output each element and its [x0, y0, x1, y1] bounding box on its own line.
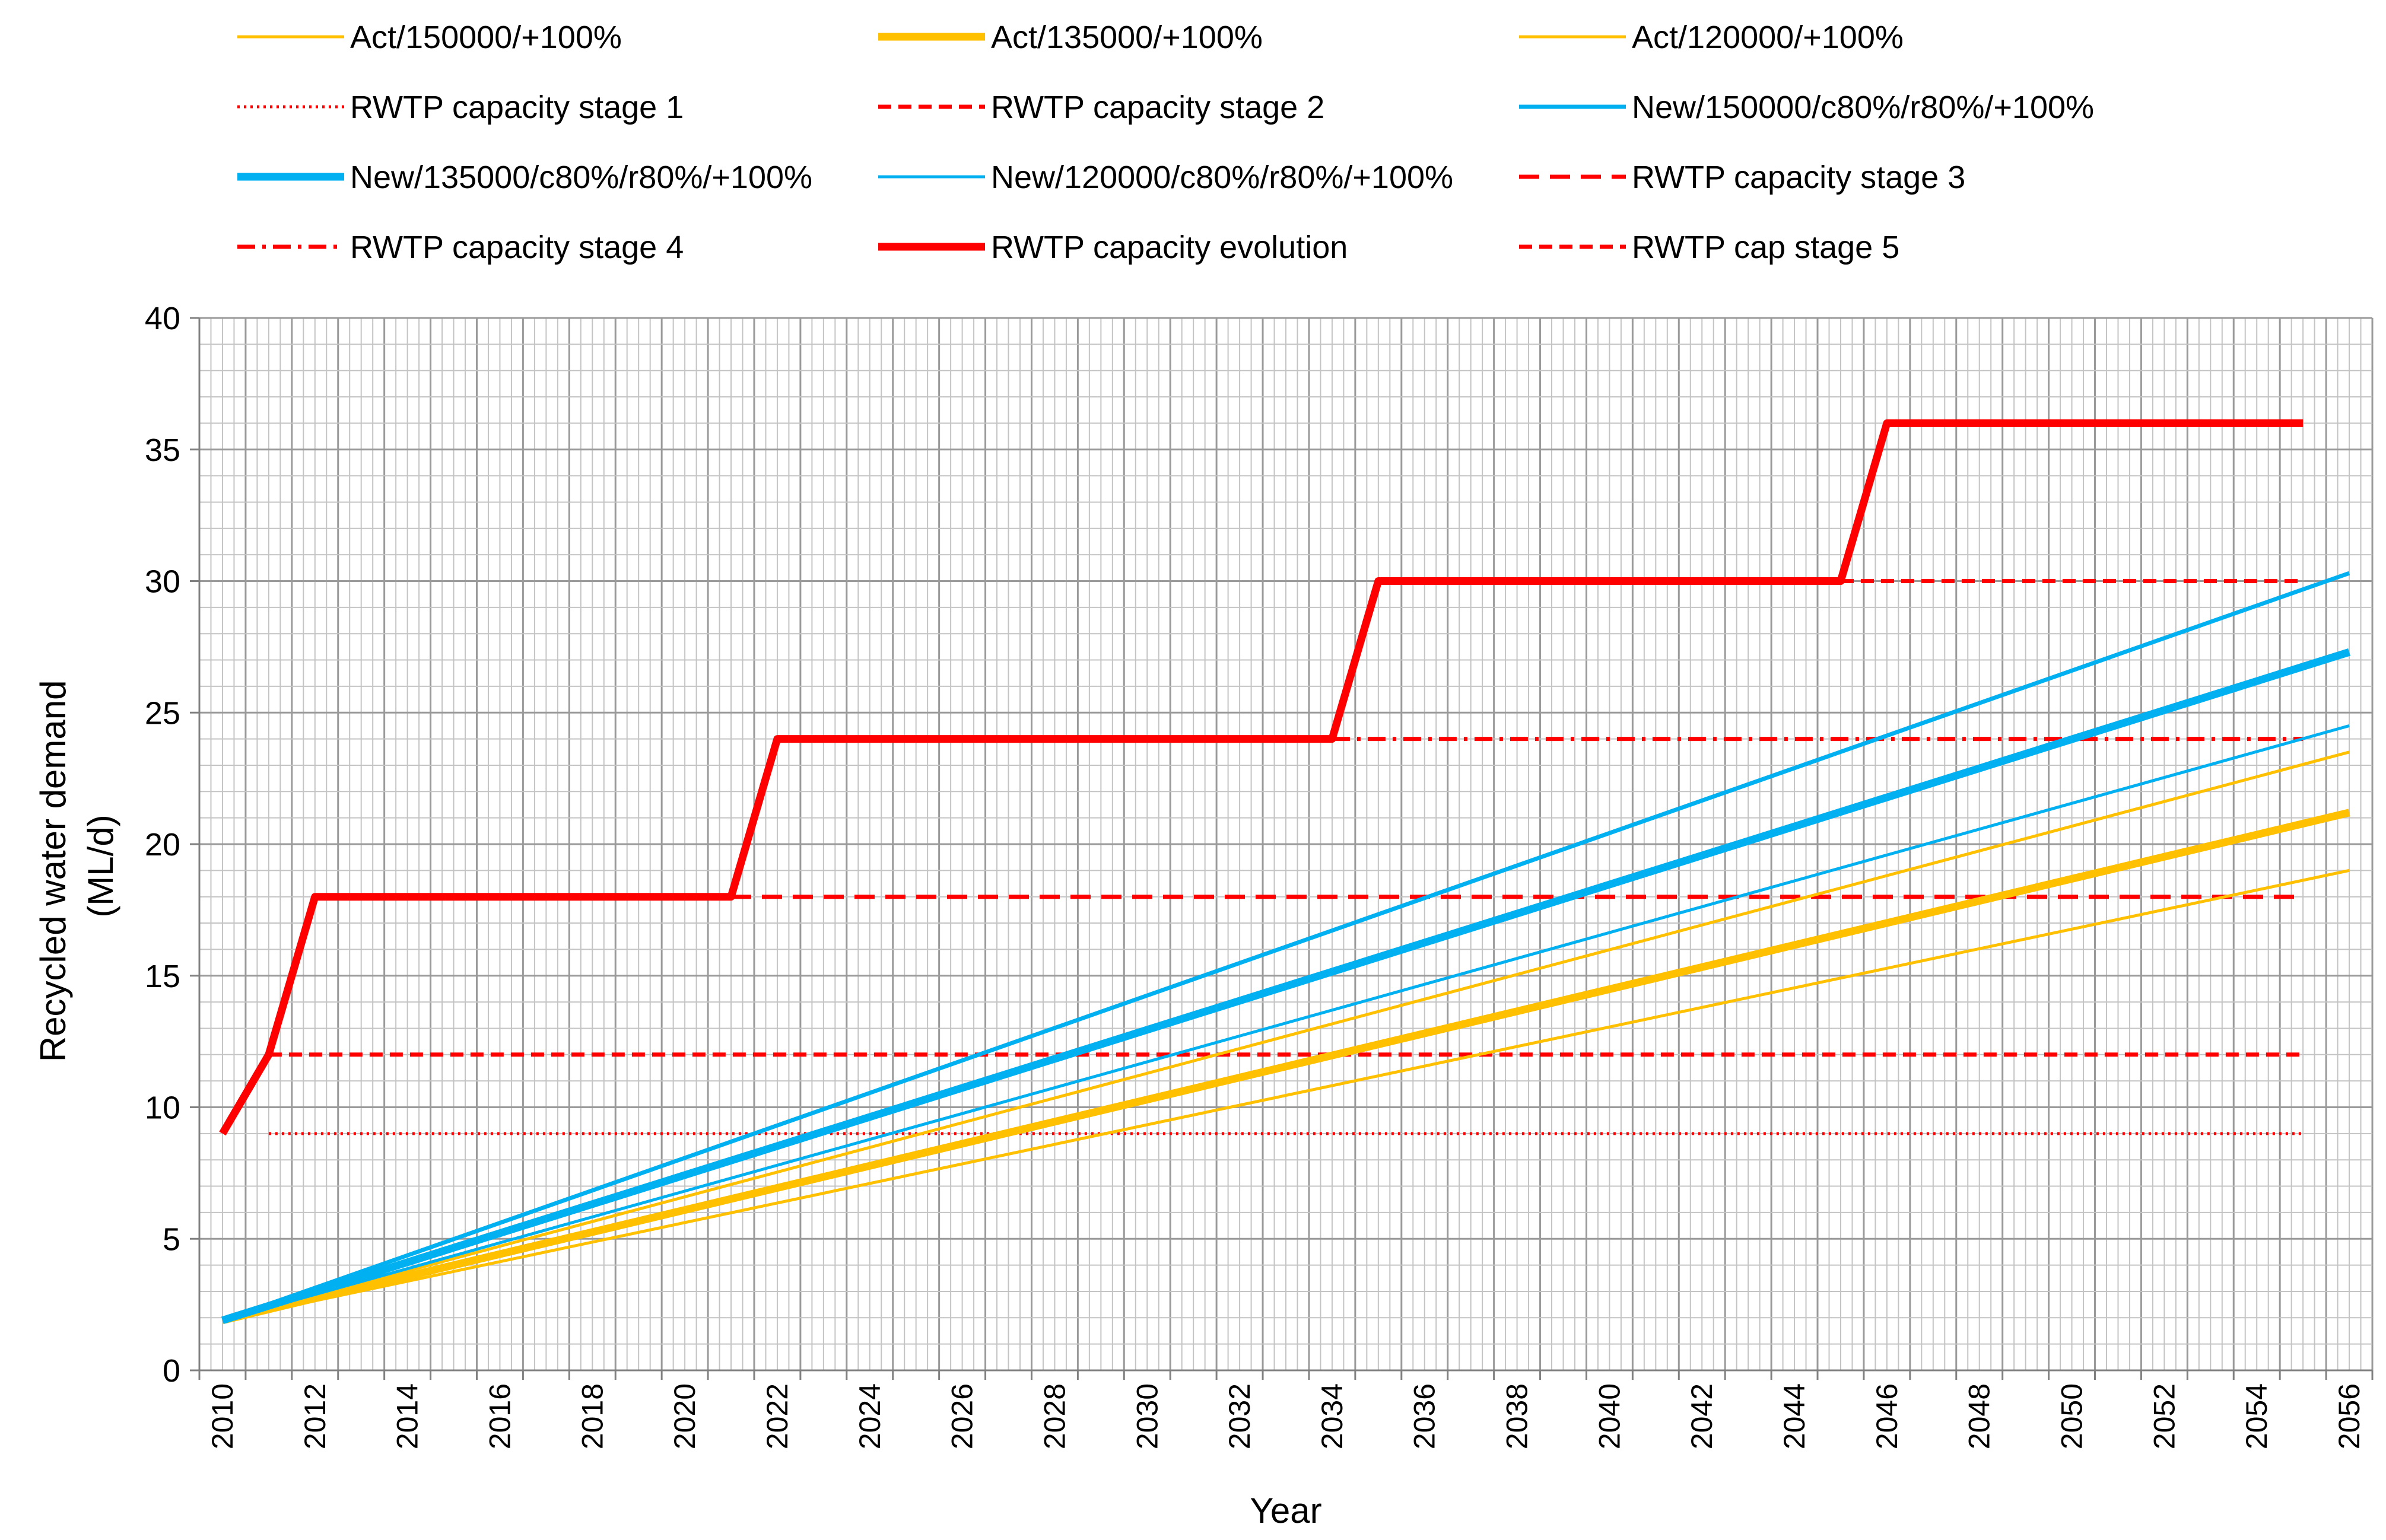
x-tick-label: 2048	[1963, 1383, 1996, 1449]
x-tick-label: 2056	[2333, 1383, 2366, 1449]
x-tick-label: 2012	[298, 1383, 332, 1449]
legend-label: Act/120000/+100%	[1632, 20, 1904, 55]
y-tick-label: 35	[145, 432, 180, 468]
y-axis-title-line2: (ML/d)	[81, 814, 120, 917]
legend-label: New/150000/c80%/r80%/+100%	[1632, 90, 2094, 125]
x-tick-label: 2034	[1316, 1383, 1349, 1449]
x-tick-label: 2026	[946, 1383, 979, 1449]
legend-label: RWTP capacity stage 3	[1632, 160, 1965, 195]
x-tick-label: 2036	[1408, 1383, 1441, 1449]
legend-label: Act/135000/+100%	[991, 20, 1263, 55]
x-tick-label: 2044	[1778, 1383, 1811, 1449]
legend-label: New/120000/c80%/r80%/+100%	[991, 160, 1453, 195]
series-line	[219, 419, 2304, 1136]
y-axis-title: Recycled water demand (ML/d)	[33, 670, 120, 1062]
y-tick-label: 5	[163, 1221, 180, 1257]
y-tick-label: 20	[145, 827, 180, 863]
x-tick-label: 2050	[2055, 1383, 2089, 1449]
y-tick-label: 30	[145, 564, 180, 600]
x-tick-label: 2046	[1870, 1383, 1904, 1449]
series-line	[221, 571, 2350, 1323]
series-lines	[219, 419, 2350, 1325]
x-tick-label: 2040	[1593, 1383, 1626, 1449]
legend-label: RWTP cap stage 5	[1632, 230, 1899, 265]
x-tick-label: 2028	[1038, 1383, 1071, 1449]
legend-label: Act/150000/+100%	[350, 20, 622, 55]
legend: Act/150000/+100% Act/135000/+100% Act/1200…	[237, 20, 2094, 265]
legend-label: RWTP capacity stage 2	[991, 90, 1324, 125]
x-tick-label: 2020	[668, 1383, 701, 1449]
x-tick-label: 2052	[2147, 1383, 2181, 1449]
x-tick-label: 2042	[1685, 1383, 1718, 1449]
x-tick-label: 2024	[853, 1383, 887, 1449]
x-tick-label: 2030	[1130, 1383, 1164, 1449]
y-axis-title-line1: Recycled water demand	[33, 680, 73, 1062]
legend-label: RWTP capacity stage 4	[350, 230, 684, 265]
series-line	[222, 724, 2350, 1322]
legend-label: RWTP capacity stage 1	[350, 90, 684, 125]
y-tick-label: 0	[163, 1353, 180, 1389]
x-tick-label: 2016	[483, 1383, 516, 1449]
y-tick-label: 10	[145, 1090, 180, 1126]
series-line	[221, 648, 2350, 1324]
series-line	[222, 868, 2350, 1322]
series-line	[222, 750, 2350, 1322]
y-tick-label: 25	[145, 695, 180, 731]
x-tick-label: 2054	[2240, 1383, 2273, 1449]
x-tick-label: 2010	[206, 1383, 239, 1449]
x-tick-label: 2014	[391, 1383, 424, 1449]
x-axis-title: Year	[1250, 1491, 1321, 1531]
y-tick-label: 40	[145, 301, 180, 336]
x-tick-label: 2032	[1223, 1383, 1256, 1449]
series-line	[221, 809, 2350, 1325]
legend-label: RWTP capacity evolution	[991, 230, 1348, 265]
x-tick-label: 2038	[1501, 1383, 1534, 1449]
x-tick-label: 2022	[761, 1383, 794, 1449]
axes: 0 5 10 15 20 25 30 35 40 2010 2012 2014 2016 2018 2020…	[145, 301, 2374, 1449]
y-tick-label: 15	[145, 959, 180, 994]
legend-label: New/135000/c80%/r80%/+100%	[350, 160, 812, 195]
x-tick-label: 2018	[576, 1383, 609, 1449]
